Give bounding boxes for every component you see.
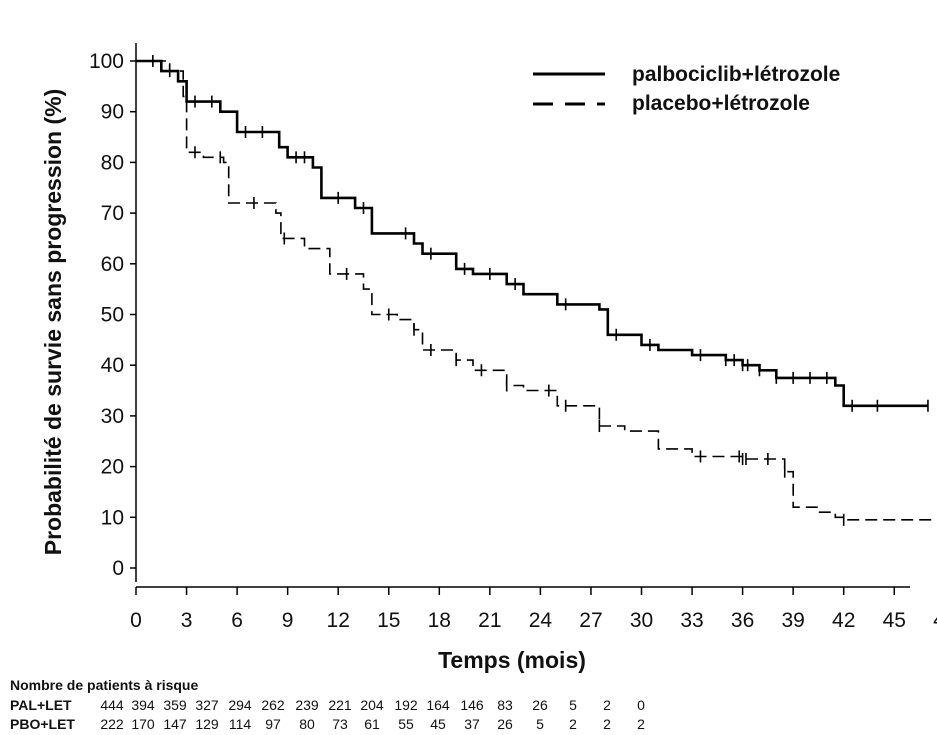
x-tick-label: 33 [680, 609, 703, 632]
y-axis-title: Probabilité de survie sans progression (… [40, 89, 66, 556]
risk-value: 2 [603, 716, 611, 732]
risk-value: 97 [265, 716, 281, 732]
x-tick-label: 15 [377, 609, 400, 632]
risk-value: 262 [261, 697, 285, 713]
x-tick-label: 39 [781, 609, 804, 632]
x-tick-label: 45 [883, 609, 906, 632]
risk-value: 204 [360, 697, 384, 713]
legend-label-palbociclib: palbociclib+létrozole [632, 63, 840, 86]
risk-row-label: PBO+LET [10, 716, 75, 732]
risk-value: 26 [532, 697, 548, 713]
risk-value: 5 [536, 716, 544, 732]
x-tick-label: 21 [478, 609, 501, 632]
risk-value: 45 [430, 716, 446, 732]
risk-value: 239 [295, 697, 319, 713]
x-tick-label: 0 [130, 609, 142, 632]
risk-value: 164 [426, 697, 450, 713]
risk-value: 0 [637, 697, 645, 713]
x-tick-label: 27 [579, 609, 602, 632]
y-tick-label: 10 [101, 506, 124, 529]
risk-value: 221 [328, 697, 352, 713]
risk-value: 2 [603, 697, 611, 713]
risk-value: 147 [163, 716, 187, 732]
x-tick-label: 6 [231, 609, 243, 632]
legend-label-placebo: placebo+létrozole [632, 92, 810, 115]
y-axis: 0 10 20 30 40 50 60 70 80 90 100 [89, 43, 137, 582]
risk-table: Nombre de patients à risque PAL+LET 444 39… [10, 677, 645, 732]
risk-value: 2 [569, 716, 577, 732]
risk-row-label: PAL+LET [10, 697, 72, 713]
risk-value: 37 [464, 716, 480, 732]
risk-value: 129 [195, 716, 219, 732]
risk-value: 61 [364, 716, 380, 732]
x-axis-title: Temps (mois) [438, 647, 586, 673]
risk-value: 5 [569, 697, 577, 713]
risk-value: 294 [228, 697, 252, 713]
risk-value: 170 [131, 716, 155, 732]
risk-value: 73 [332, 716, 348, 732]
risk-value: 55 [398, 716, 414, 732]
risk-value: 192 [394, 697, 418, 713]
risk-value: 2 [637, 716, 645, 732]
risk-value: 394 [131, 697, 155, 713]
x-tick-label: 3 [181, 609, 193, 632]
risk-value: 359 [163, 697, 187, 713]
x-tick-label: 12 [327, 609, 350, 632]
x-tick-label: 9 [282, 609, 294, 632]
series-layer [136, 55, 937, 526]
x-axis: 036912151821242730333639424548 [130, 586, 937, 632]
y-tick-label: 60 [101, 253, 124, 276]
risk-value: 444 [100, 697, 124, 713]
risk-value: 222 [100, 716, 124, 732]
y-tick-label: 100 [89, 50, 124, 73]
risk-value: 146 [460, 697, 484, 713]
y-tick-label: 30 [101, 405, 124, 428]
y-tick-label: 80 [101, 151, 124, 174]
risk-value: 26 [497, 716, 513, 732]
risk-table-title: Nombre de patients à risque [10, 677, 198, 693]
series-line-placebo [136, 60, 937, 521]
y-tick-label: 20 [101, 456, 124, 479]
x-tick-label: 18 [428, 609, 451, 632]
x-tick-label: 36 [731, 609, 754, 632]
y-tick-label: 90 [101, 101, 124, 124]
y-tick-label: 70 [101, 202, 124, 225]
risk-value: 327 [195, 697, 219, 713]
legend: palbociclib+létrozole placebo+létrozole [533, 63, 840, 115]
x-tick-label: 24 [529, 609, 553, 632]
risk-value: 83 [497, 697, 513, 713]
x-tick-label: 48 [933, 609, 937, 632]
risk-value: 114 [229, 716, 252, 732]
risk-value: 80 [299, 716, 315, 732]
y-tick-label: 50 [101, 304, 124, 327]
y-tick-label: 40 [101, 354, 124, 377]
x-tick-label: 30 [630, 609, 653, 632]
x-tick-label: 42 [832, 609, 855, 632]
y-tick-label: 0 [112, 557, 124, 580]
